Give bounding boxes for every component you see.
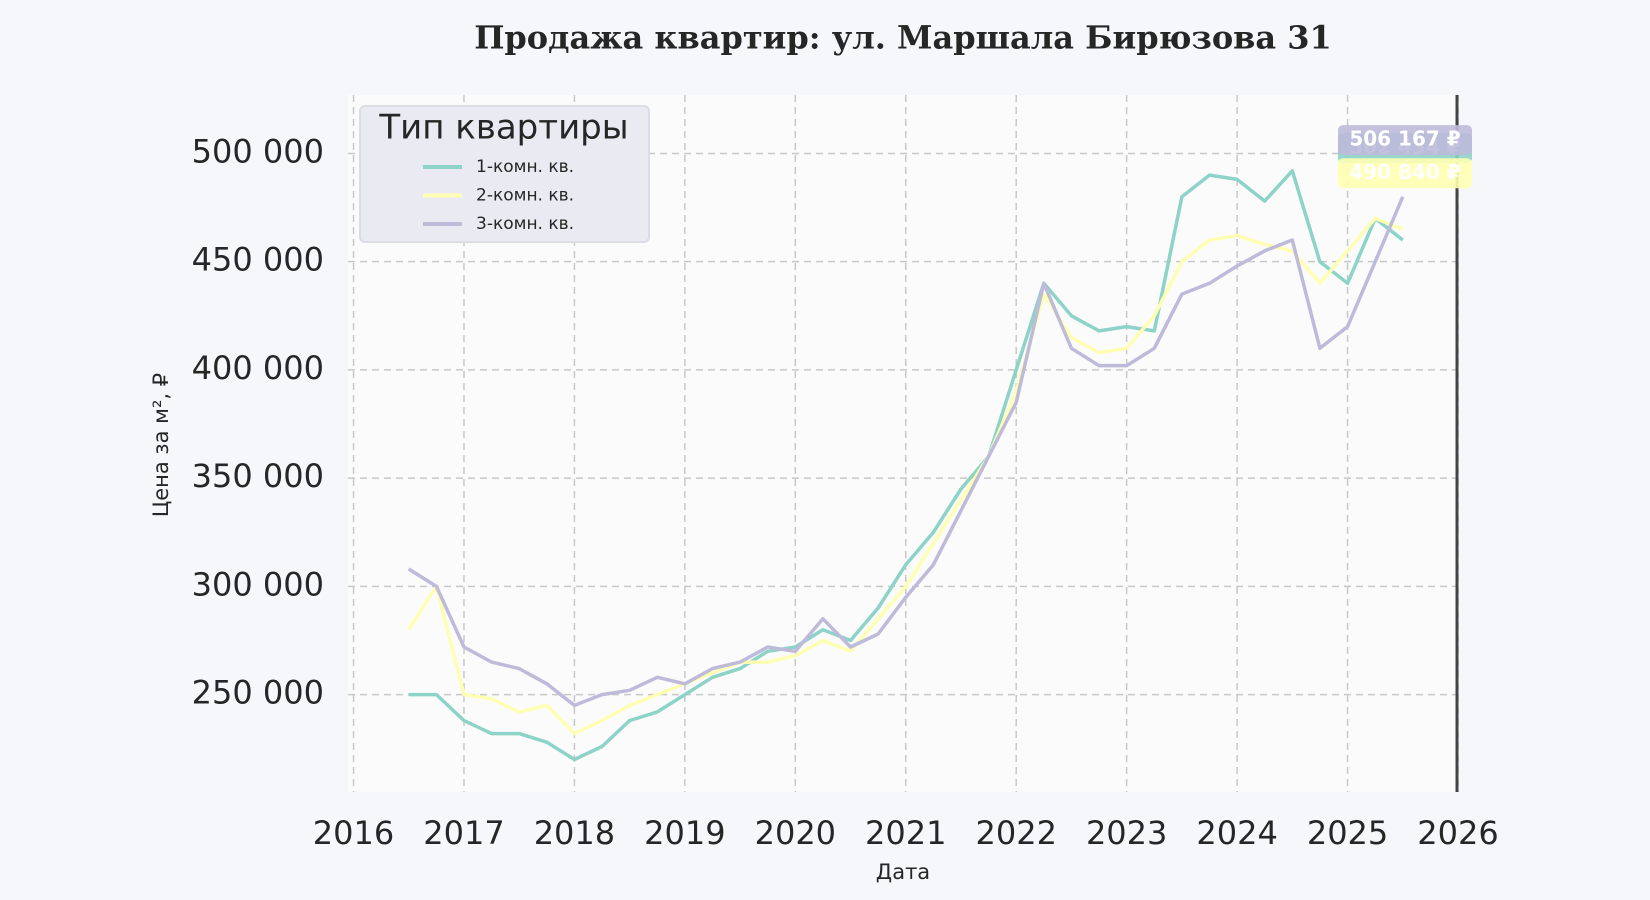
y-tick-label: 300 000 — [192, 565, 324, 603]
annotation-box — [1338, 125, 1472, 156]
annotation-text: 490 840 ₽ — [1349, 160, 1460, 184]
legend-label: 1-комн. кв. — [476, 157, 574, 177]
annotation-box — [1338, 158, 1472, 189]
y-tick-label: 500 000 — [192, 132, 324, 170]
x-tick-label: 2022 — [975, 814, 1056, 852]
legend-title: Тип квартиры — [378, 108, 628, 148]
y-tick-label: 450 000 — [192, 241, 324, 279]
x-axis-label: Дата — [876, 860, 930, 884]
lines — [407, 169, 1405, 762]
legend: Тип квартиры 1-комн. кв. 2-комн. кв. 3-ком… — [359, 105, 650, 243]
legend-label: 3-комн. кв. — [476, 214, 574, 234]
annotations: 502 434 ₽506 167 ₽490 840 ₽ — [1338, 125, 1472, 189]
x-tick-label: 2017 — [423, 814, 504, 852]
x-tick-label: 2019 — [644, 814, 725, 852]
x-tick-label: 2018 — [534, 814, 615, 852]
annotation-text: 506 167 ₽ — [1349, 127, 1460, 151]
y-axis-label: Цена за м², ₽ — [149, 373, 173, 517]
x-tick-label: 2026 — [1417, 814, 1498, 852]
series-line — [407, 196, 1405, 708]
chart-title: Продажа квартир: ул. Маршала Бирюзова 31 — [474, 19, 1332, 57]
legend-box — [359, 105, 650, 243]
y-tick-label: 350 000 — [192, 457, 324, 495]
x-tick-label: 2025 — [1307, 814, 1388, 852]
y-tick-label: 250 000 — [192, 674, 324, 712]
series-line — [407, 216, 1404, 736]
legend-label: 2-комн. кв. — [476, 186, 574, 206]
series-line — [408, 169, 1404, 762]
x-tick-label: 2023 — [1086, 814, 1167, 852]
x-tick-label: 2020 — [755, 814, 836, 852]
y-tick-label: 400 000 — [192, 349, 324, 387]
x-tick-label: 2021 — [865, 814, 946, 852]
x-tick-label: 2024 — [1196, 814, 1277, 852]
x-tick-label: 2016 — [313, 814, 394, 852]
